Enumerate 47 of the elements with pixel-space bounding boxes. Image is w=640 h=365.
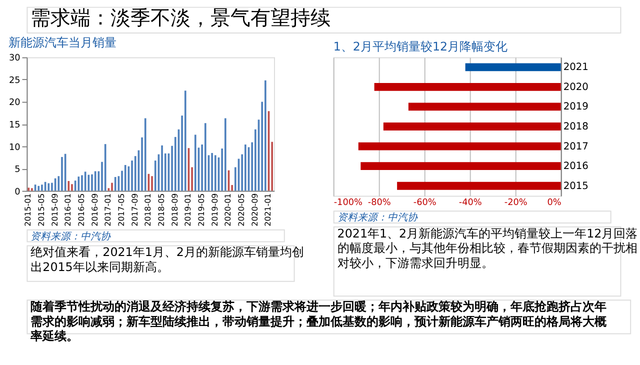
x-tick-label: 2020-01 (224, 193, 233, 226)
x-tick-label: 2017-09 (130, 193, 140, 226)
text: 绝对值来看，2021年1月、2月的新能源车销量均创出2015年以来同期新高。 (30, 245, 304, 274)
x-tick-label: 2018-05 (157, 193, 166, 226)
x-tick-label: 2019-01 (184, 193, 193, 226)
x-tick-label: -100% (334, 198, 362, 208)
y-tick-label: 2020 (563, 82, 588, 93)
x-tick-label: 2018-09 (170, 193, 180, 226)
y-tick-label: 0 (14, 187, 21, 198)
y-tick-label: 10 (8, 142, 21, 153)
x-tick-label: -20% (504, 198, 528, 208)
x-tick-label: 2016-01 (64, 193, 73, 226)
text: 2021年1、2月新能源汽车的平均销量较上一年12月回落的幅度最小，与其他年份相比较，春节假期因素的干扰相对较小，下游需求回升明显。 (337, 226, 638, 270)
y-tick-label: 2018 (563, 121, 588, 132)
chart-title: 新能源汽车当月销量 (8, 35, 116, 50)
y-tick-label: 2019 (563, 102, 588, 113)
x-tick-label: 2019-09 (210, 193, 220, 226)
text: 需求端：淡季不淡，景气有望持续 (30, 6, 331, 30)
x-tick-label: 2020-09 (250, 193, 260, 226)
x-tick-label: 2020-05 (237, 193, 246, 226)
x-tick-label: -60% (413, 198, 436, 208)
x-tick-label: -80% (368, 198, 391, 208)
x-tick-label: 2019-05 (197, 193, 206, 226)
y-tick-label: 20 (8, 98, 21, 108)
y-tick-label: 15 (8, 120, 20, 131)
y-tick-label: 5 (14, 165, 20, 176)
x-tick-label: 2016-05 (76, 193, 86, 226)
x-tick-label: 2018-01 (144, 193, 153, 226)
x-tick-label: 2017-05 (116, 193, 126, 226)
x-tick-label: 2016-09 (90, 193, 100, 226)
x-tick-label: 0% (547, 198, 562, 208)
x-tick-label: 2015-05 (36, 193, 46, 226)
x-tick-label: 2015-09 (50, 193, 60, 226)
y-tick-label: 2021 (563, 62, 588, 74)
y-tick-label: 25 (8, 76, 20, 86)
text: 随着季节性扰动的消退及经济持续复苏，下游需求将进一步回暖；年内补贴政策较为明确，年底抢跑挤占次年需求的影响减弱；新车型陆续推出，带动销量提升；叠加低基数的影响，预计新能源车产销两旺的格局将大概率延续。 (30, 300, 608, 344)
text: 资料来源：中汽协 (30, 230, 112, 242)
y-tick-label: 30 (8, 54, 21, 64)
x-tick-label: -40% (458, 198, 482, 208)
x-tick-label: 2021-01 (264, 193, 273, 226)
x-tick-label: 2017-01 (104, 193, 113, 226)
chart-title: 1、2月平均销量较12月降幅变化 (333, 39, 508, 54)
y-tick-label: 2016 (563, 161, 588, 172)
text: 资料来源：中汽协 (337, 211, 418, 224)
y-tick-label: 2017 (563, 141, 588, 152)
x-tick-label: 2015-01 (24, 193, 33, 226)
y-tick-label: 2015 (563, 180, 588, 192)
